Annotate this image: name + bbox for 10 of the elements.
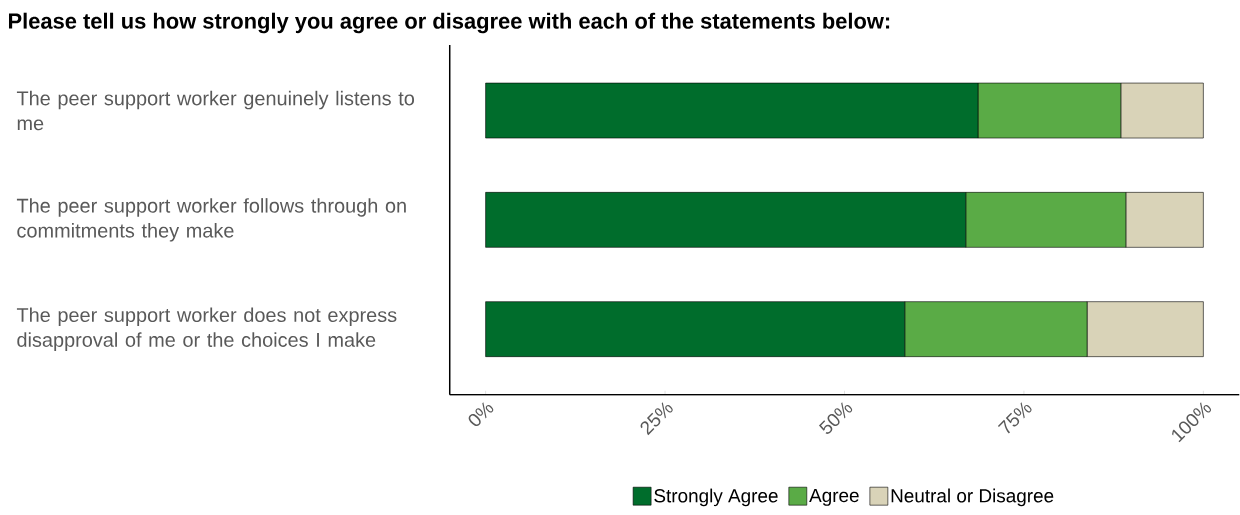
x-tick-label: 50% — [818, 402, 853, 435]
x-tick-label: 75% — [997, 402, 1032, 434]
y-tick-label: The peer support worker follows through on commitments they make — [16, 198, 406, 242]
y-tick-label: The peer support worker does not express disapproval of me or the choices I make — [16, 307, 397, 352]
chart-title: Please tell us how strongly you agree or disagree with each of the statements below: — [8, 12, 890, 34]
legend-label: Agree — [809, 489, 859, 507]
y-tick-label: The peer support worker genuinely listens to me — [16, 90, 415, 131]
x-tick-label: 0% — [468, 402, 494, 427]
legend-label: Strongly Agree — [654, 488, 778, 507]
legend-label: Neutral or Disagree — [891, 488, 1054, 507]
